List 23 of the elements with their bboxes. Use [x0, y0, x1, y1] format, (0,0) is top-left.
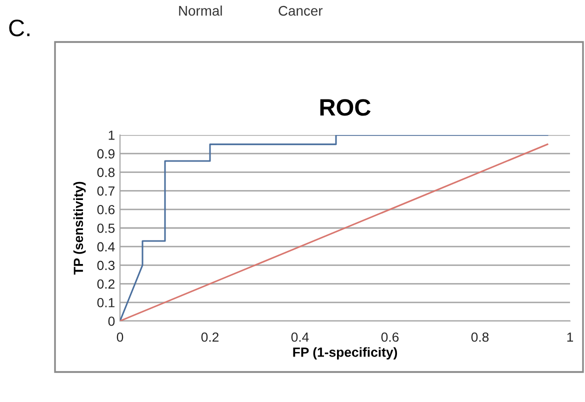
- x-tick-label: 0.4: [291, 332, 309, 342]
- x-tick-label: 1: [567, 332, 574, 342]
- y-tick-label: 0.5: [97, 224, 115, 233]
- y-tick-label: 0.6: [97, 204, 115, 214]
- text: C.: [9, 20, 30, 36]
- y-tick-label: 0.7: [97, 186, 114, 196]
- text: Normal: [179, 6, 222, 16]
- x-axis-title: FP (1-specificity): [293, 347, 398, 360]
- y-tick-label: 0.9: [97, 149, 115, 159]
- y-tick-label: 0.8: [97, 168, 115, 178]
- x-tick-label: 0.8: [471, 332, 489, 342]
- text: Cancer: [278, 6, 323, 16]
- y-axis-title: TP (sensitivity): [73, 182, 86, 275]
- y-tick-label: 0.4: [97, 242, 115, 252]
- y-tick-label: 0.3: [97, 260, 115, 270]
- x-tick-label: 0.2: [201, 332, 219, 342]
- y-tick-label: 0.1: [97, 298, 114, 308]
- x-tick-label: 0.6: [381, 332, 399, 342]
- y-tick-label: 1: [108, 130, 114, 140]
- chart-title: ROC: [320, 99, 371, 116]
- x-tick-label: 0: [116, 332, 124, 342]
- y-tick-label: 0.2: [97, 279, 114, 289]
- y-tick-label: 0: [108, 316, 115, 326]
